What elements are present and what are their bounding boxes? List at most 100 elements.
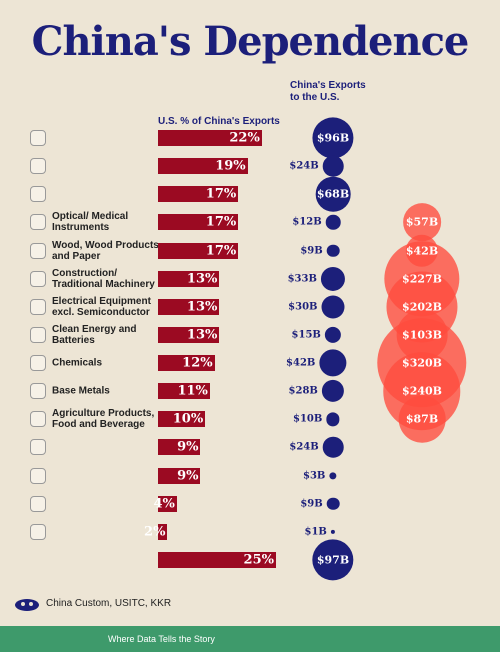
bubble-label: $103B — [402, 328, 442, 342]
bar — [158, 495, 177, 512]
bubble-label: $10B — [293, 413, 323, 425]
bar-label: 13% — [186, 299, 218, 315]
category-icon — [30, 355, 46, 372]
export-bubble — [330, 529, 336, 534]
bubble-label: $57B — [405, 215, 439, 229]
bar-label: 17% — [205, 214, 237, 230]
bubble-label: $1B — [304, 526, 327, 538]
bar — [158, 298, 220, 315]
export-bubble — [321, 380, 345, 403]
bubble-label: $97B — [316, 553, 350, 567]
bubble-label: $12B — [292, 216, 322, 228]
category-label: Chemicals — [52, 357, 103, 369]
bubble-label: $96B — [316, 131, 350, 145]
bar-label: 19% — [215, 158, 246, 174]
category-icon — [30, 383, 46, 400]
category-icon — [30, 130, 46, 146]
bar — [158, 411, 206, 428]
bar-header: U.S. % of China's Exports — [158, 116, 280, 127]
bubble-label: $202B — [402, 300, 442, 314]
bar-label: 17% — [205, 243, 237, 259]
category-label: Clean Energy and Batteries — [52, 323, 137, 346]
bar — [158, 523, 168, 540]
category-icon — [30, 242, 46, 259]
export-bubble — [398, 395, 446, 443]
bubble-header: China's Exports to the U.S. — [290, 80, 366, 103]
category-label: Construction/ Traditional Machinery — [52, 267, 155, 290]
bar — [158, 214, 239, 231]
bar-label: 2% — [144, 524, 166, 540]
bar-label: 4% — [153, 496, 175, 512]
bar — [158, 467, 201, 484]
logo — [15, 599, 39, 611]
bubble-label: $9B — [300, 498, 323, 510]
bubble-label: $3B — [302, 470, 326, 482]
export-bubble — [319, 349, 347, 377]
bubble-label: $33B — [287, 273, 317, 285]
category-label: Electrical Equipment excl. Semiconductor — [52, 295, 151, 318]
bubble-label: $320B — [402, 356, 442, 370]
category-icon — [30, 326, 46, 343]
bar-label: 9% — [177, 468, 199, 484]
bar-label: 9% — [177, 439, 199, 455]
footer-band: Where Data Tells the Story — [0, 626, 500, 652]
category-label: Wood, Wood Products and Paper — [52, 239, 159, 262]
category-icon — [30, 298, 46, 315]
bubble-label: $42B — [405, 244, 439, 258]
export-bubble — [326, 497, 340, 510]
category-icon — [30, 467, 46, 484]
export-bubble — [322, 437, 344, 458]
bubble-label: $227B — [402, 272, 442, 286]
category-icon — [30, 270, 46, 287]
bubble-label: $24B — [289, 160, 319, 172]
export-bubble — [326, 244, 340, 257]
bar-label: 10% — [172, 411, 204, 427]
bar — [158, 130, 262, 146]
bubble-label: $24B — [289, 441, 319, 453]
export-bubble — [324, 326, 342, 344]
category-icon — [30, 186, 46, 203]
source: China Custom, USITC, KKR — [46, 598, 172, 609]
bar — [158, 186, 239, 203]
bar-label: 25% — [243, 552, 274, 568]
export-bubble — [325, 215, 341, 230]
category-icon — [30, 411, 46, 428]
export-bubble — [329, 471, 337, 480]
title: China's Dependence — [31, 18, 470, 65]
category-label: Base Metals — [52, 385, 110, 397]
bubble-label: $68B — [316, 187, 350, 201]
category-icon — [30, 214, 46, 231]
bar — [158, 326, 220, 343]
bubble-label: $87B — [405, 412, 439, 426]
bubble-label: $240B — [402, 384, 442, 398]
bar — [158, 439, 201, 456]
category-icon — [30, 158, 46, 175]
bubble-label: $9B — [300, 245, 323, 257]
bar-label: 11% — [177, 383, 208, 399]
category-label: Agriculture Products, Food and Beverage — [52, 408, 155, 431]
bar-label: 13% — [186, 327, 218, 343]
export-bubble — [312, 539, 354, 581]
bar — [158, 270, 220, 287]
bar-label: 17% — [205, 186, 237, 202]
bar-label: 12% — [182, 355, 213, 371]
export-bubble — [322, 155, 344, 177]
bar — [158, 383, 210, 400]
export-bubble — [326, 412, 340, 426]
bubble-label: $28B — [288, 385, 318, 397]
bubble-label: $30B — [288, 301, 318, 313]
category-icon — [30, 495, 46, 512]
bar-label: 22% — [229, 130, 260, 146]
category-icon — [30, 523, 46, 540]
bar — [158, 355, 215, 372]
export-bubble — [321, 295, 345, 319]
bar-label: 13% — [186, 271, 218, 287]
bubble-label: $42B — [286, 357, 316, 369]
bar — [158, 158, 248, 175]
category-icon — [30, 439, 46, 456]
bar — [158, 242, 239, 259]
export-bubble — [320, 266, 346, 291]
export-bubble — [315, 176, 351, 212]
bubble-label: $15B — [291, 329, 321, 341]
